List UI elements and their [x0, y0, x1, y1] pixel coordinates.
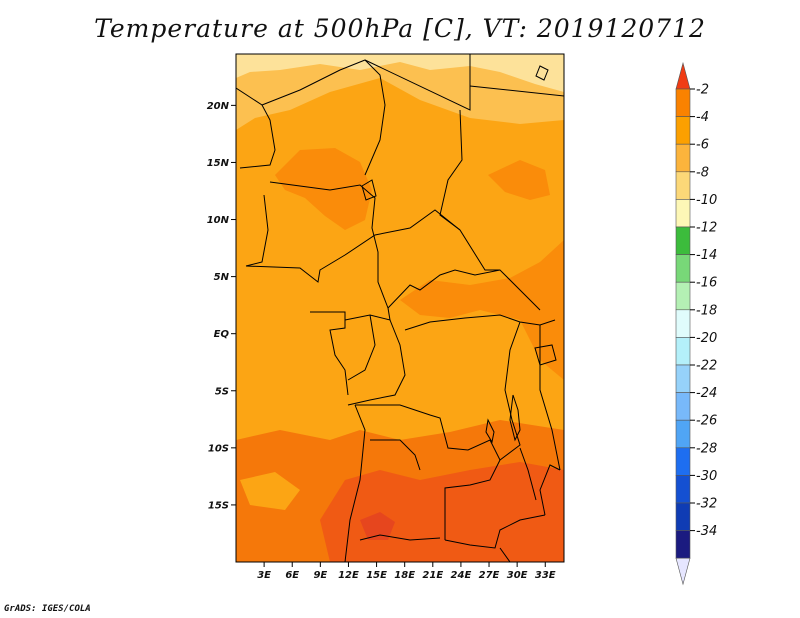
colorbar-bottom-arrow: [675, 557, 691, 586]
lat-tick-label: 10S: [208, 443, 229, 454]
colorbar-label: -30: [696, 469, 717, 484]
colorbar-swatch: [675, 502, 691, 531]
colorbar-label: -16: [696, 276, 717, 291]
border-line: [364, 54, 471, 111]
border-line: [539, 325, 561, 471]
lake-shape: [535, 65, 549, 81]
border-line: [347, 314, 376, 381]
country-borders: [236, 54, 564, 562]
longitude-axis: 3E 6E 9E 12E 15E 18E 21E 24E 27E 30E 33E: [257, 562, 556, 581]
colorbar-label: -18: [696, 303, 717, 318]
colorbar-label: -8: [696, 165, 709, 180]
lake-shape: [485, 418, 495, 444]
field-cool-north: [236, 54, 564, 130]
border-line: [245, 209, 461, 283]
colorbar-label: -24: [696, 386, 717, 401]
colorbar-swatch: [675, 143, 691, 173]
border-line: [359, 534, 441, 541]
lon-tick-label: 27E: [479, 570, 500, 581]
lat-tick-label: 15S: [208, 500, 229, 511]
colorbar-swatch: [675, 475, 691, 504]
colorbar-label: -4: [696, 110, 709, 125]
field-coolest-north: [236, 54, 564, 92]
lon-tick-label: 30E: [507, 570, 528, 581]
colorbar-label: -12: [696, 221, 717, 236]
border-line: [344, 404, 366, 562]
field-warmest-south: [320, 462, 564, 562]
colorbar-swatch: [675, 226, 691, 255]
colorbar-swatch: [675, 364, 691, 393]
colorbar-swatch: [675, 171, 691, 200]
map-frame: [235, 53, 565, 563]
border-line: [439, 109, 500, 271]
colorbar-swatch: [675, 309, 691, 338]
border-line: [269, 181, 389, 309]
border-line: [344, 307, 391, 321]
colorbar-label: -6: [696, 138, 709, 153]
colorbar-label: -28: [696, 441, 717, 456]
colorbar-swatch: [675, 116, 691, 145]
lat-tick-label: 15N: [207, 158, 230, 169]
lon-tick-label: 21E: [422, 570, 443, 581]
border-line: [261, 59, 386, 176]
colorbar-swatch: [675, 88, 691, 117]
lat-tick-label: 5S: [215, 386, 229, 397]
colorbar-label: -22: [696, 359, 717, 374]
colorbar-swatch: [675, 281, 691, 311]
field-warm-east: [488, 160, 550, 200]
lon-tick-label: 9E: [313, 570, 327, 581]
colorbar: -2 -4 -6 -8 -10 -12 -14 -16 -18 -20 -22 -24 -26 -28 -3…: [675, 61, 717, 586]
latitude-axis: 20N 15N 10N 5N EQ 5S 10S 15S: [207, 101, 236, 511]
colorbar-swatch: [675, 337, 691, 366]
lon-tick-label: 18E: [394, 570, 415, 581]
colorbar-swatch: [675, 199, 691, 228]
border-line: [236, 87, 276, 169]
colorbar-label: -34: [696, 524, 717, 539]
lon-tick-label: 15E: [366, 570, 387, 581]
border-line: [519, 447, 537, 501]
colorbar-swatch: [675, 419, 691, 449]
border-line: [469, 85, 564, 97]
colorbar-label: -10: [696, 193, 717, 208]
border-line: [499, 321, 521, 461]
colorbar-label: -2: [696, 83, 709, 98]
lon-tick-label: 12E: [338, 570, 359, 581]
border-line: [539, 464, 561, 516]
temperature-field: [236, 54, 564, 562]
lon-tick-label: 24E: [451, 570, 472, 581]
lat-tick-label: EQ: [214, 329, 230, 340]
lon-tick-label: 3E: [257, 570, 271, 581]
border-line: [444, 514, 546, 549]
border-line: [370, 439, 421, 471]
lake-shape: [509, 394, 521, 442]
chart-title: Temperature at 500hPa [C], VT: 201912071…: [94, 14, 706, 43]
colorbar-top-arrow: [675, 61, 691, 90]
border-line: [355, 404, 501, 540]
border-line: [499, 547, 511, 562]
credit-label: GrADS: IGES/COLA: [4, 604, 91, 614]
border-line: [245, 194, 269, 267]
lat-tick-label: 10N: [207, 215, 230, 226]
lon-tick-label: 6E: [285, 570, 299, 581]
field-warmest-hotspot: [360, 512, 395, 540]
colorbar-swatch: [675, 392, 691, 421]
lat-tick-label: 20N: [207, 101, 230, 112]
colorbar-swatch: [675, 530, 691, 559]
border-line: [387, 269, 541, 311]
colorbar-swatch: [675, 254, 691, 283]
field-warm-central: [400, 240, 564, 380]
lon-tick-label: 33E: [535, 570, 556, 581]
colorbar-label: -14: [696, 248, 717, 263]
colorbar-label: -26: [696, 414, 717, 429]
lake-shape: [534, 344, 557, 366]
colorbar-label: -32: [696, 497, 717, 512]
border-line: [310, 311, 349, 396]
colorbar-label: -20: [696, 331, 717, 346]
lake-shape: [361, 179, 377, 201]
field-base-patch-southwest: [240, 472, 300, 510]
border-line: [347, 319, 406, 406]
colorbar-swatch: [675, 447, 691, 476]
lat-tick-label: 5N: [214, 272, 230, 283]
